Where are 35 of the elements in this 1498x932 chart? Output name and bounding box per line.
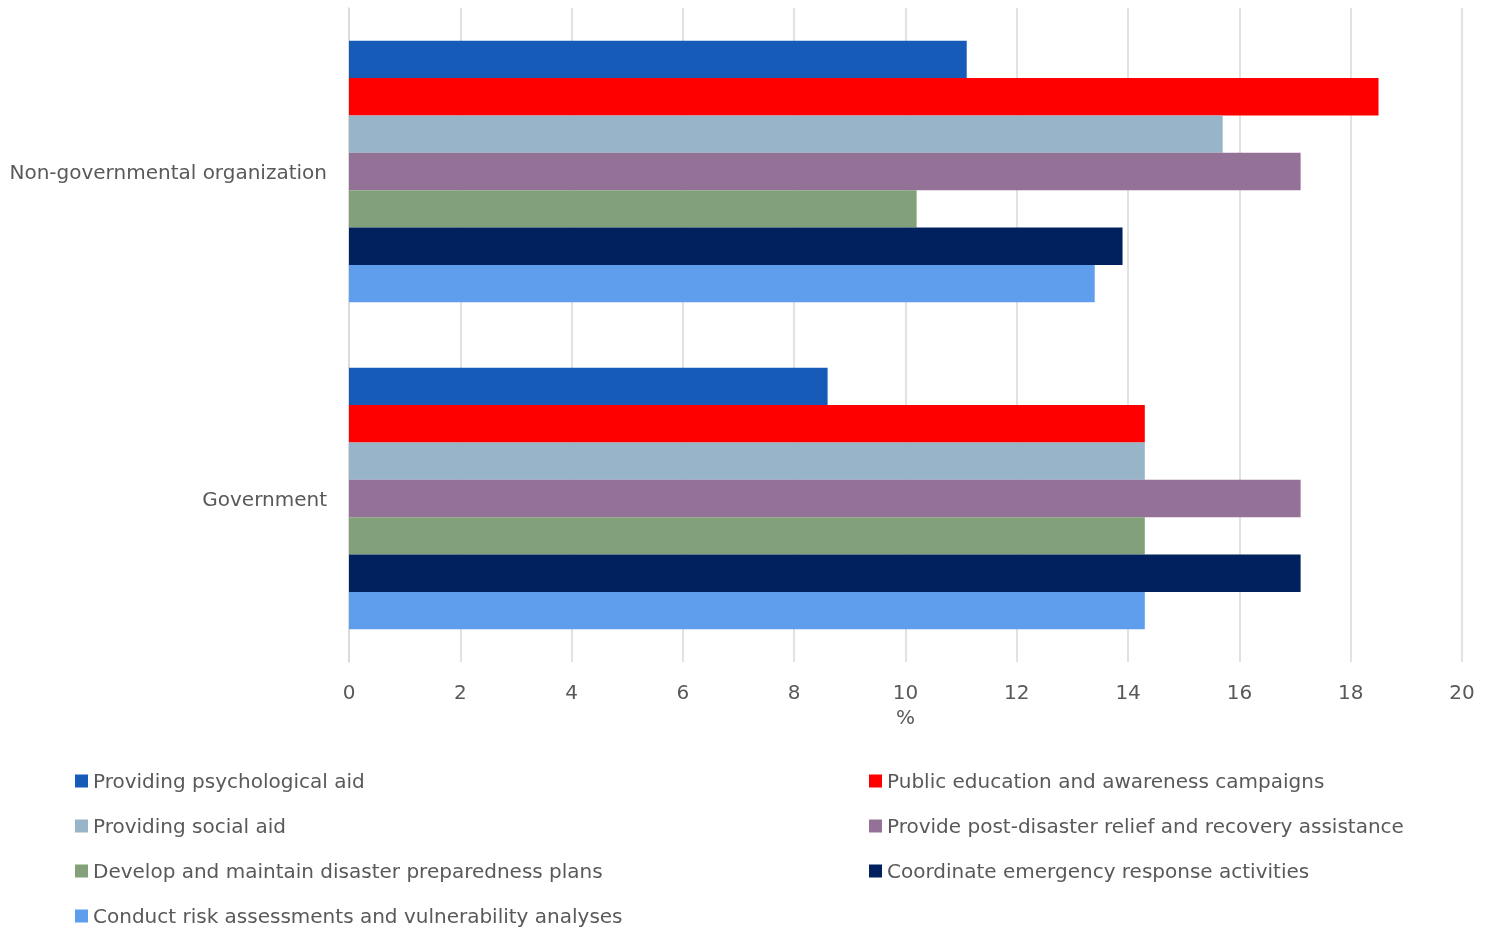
bar [349, 442, 1145, 480]
y-tick-label: Non-governmental organization [9, 159, 327, 184]
bar [349, 190, 917, 228]
bar [349, 115, 1223, 153]
bar [349, 40, 967, 79]
x-tick-label: 12 [1004, 680, 1030, 704]
bar [349, 227, 1123, 265]
legend-label: Conduct risk assessments and vulnerability analyses [93, 904, 623, 928]
x-tick-label: 18 [1337, 680, 1364, 704]
bar [349, 152, 1301, 191]
x-tick-label: 20 [1449, 680, 1475, 704]
legend-label: Coordinate emergency response activities [887, 859, 1310, 883]
bar [349, 264, 1095, 303]
bar [349, 517, 1145, 555]
x-tick-label: 10 [892, 680, 919, 704]
x-tick-label: 2 [453, 680, 467, 704]
legend-label: Develop and maintain disaster preparedness plans [93, 859, 603, 883]
x-tick-label: 4 [565, 680, 578, 704]
bar [349, 479, 1301, 518]
bar [349, 591, 1145, 630]
x-axis-title: % [895, 704, 916, 729]
x-tick-label: 8 [787, 680, 801, 704]
x-tick-label: 6 [676, 680, 690, 704]
legend-label: Provide post-disaster relief and recovery assistance [887, 814, 1404, 838]
y-tick-label: Government [202, 486, 328, 511]
bar [349, 367, 828, 406]
legend-label: Providing psychological aid [93, 769, 365, 793]
x-tick-label: 14 [1115, 680, 1141, 704]
x-tick-label: 0 [342, 680, 356, 704]
bar [349, 78, 1379, 116]
legend-label: Public education and awareness campaigns [887, 769, 1325, 793]
legend-label: Providing social aid [93, 814, 286, 838]
bar [349, 405, 1145, 443]
x-tick-label: 16 [1226, 680, 1253, 704]
bar [349, 554, 1301, 592]
